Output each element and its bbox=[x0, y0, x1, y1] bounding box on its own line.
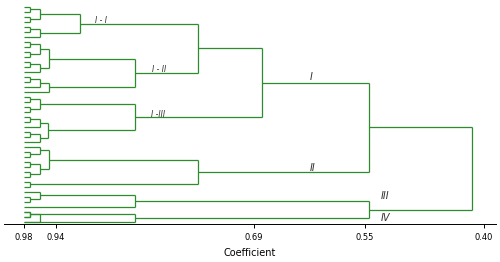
X-axis label: Coefficient: Coefficient bbox=[224, 248, 276, 258]
Text: I - I: I - I bbox=[96, 16, 108, 25]
Text: IV: IV bbox=[381, 213, 390, 223]
Text: II: II bbox=[310, 162, 315, 173]
Text: I - II: I - II bbox=[152, 65, 166, 74]
Text: III: III bbox=[381, 191, 390, 201]
Text: I: I bbox=[310, 72, 312, 82]
Text: I -III: I -III bbox=[151, 110, 165, 119]
